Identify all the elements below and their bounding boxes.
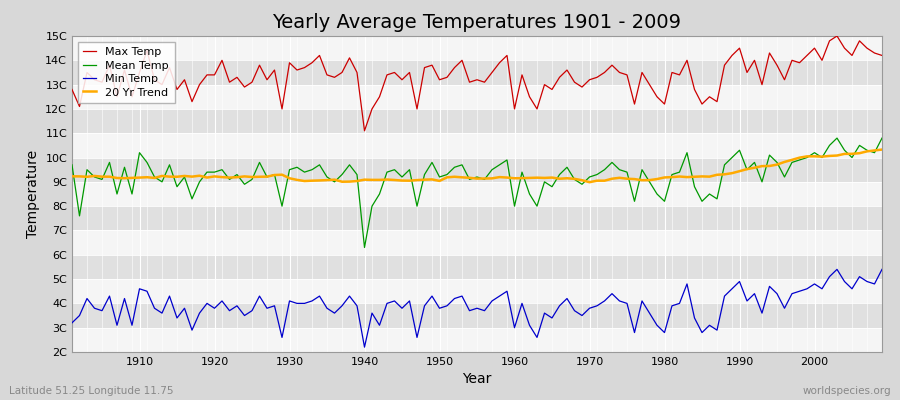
Mean Temp [877,136,887,140]
Min Temp [127,323,138,328]
20 Yr Trend [607,176,617,181]
Mean Temp [517,170,527,174]
Text: Latitude 51.25 Longitude 11.75: Latitude 51.25 Longitude 11.75 [9,386,174,396]
Min Temp [832,267,842,272]
Bar [72,328,882,352]
Mean Temp [127,192,138,196]
20 Yr Trend [127,176,138,180]
Bar [72,255,882,279]
Bar [72,303,882,328]
Max Temp [517,72,527,77]
Mean Temp [607,160,617,165]
Max Temp [337,70,347,75]
20 Yr Trend [501,175,512,180]
Bar [72,206,882,230]
Min Temp [337,304,347,308]
Title: Yearly Average Temperatures 1901 - 2009: Yearly Average Temperatures 1901 - 2009 [273,13,681,32]
Min Temp [517,301,527,306]
Min Temp [877,267,887,272]
20 Yr Trend [877,147,887,152]
Y-axis label: Temperature: Temperature [26,150,40,238]
Bar [72,133,882,158]
Max Temp [509,106,520,111]
Min Temp [359,345,370,350]
20 Yr Trend [509,176,520,181]
Legend: Max Temp, Mean Temp, Min Temp, 20 Yr Trend: Max Temp, Mean Temp, Min Temp, 20 Yr Tre… [77,42,175,103]
Bar [72,182,882,206]
Min Temp [509,325,520,330]
Max Temp [127,94,138,99]
Min Temp [67,320,77,325]
Line: Min Temp: Min Temp [72,269,882,347]
20 Yr Trend [337,179,347,184]
Bar [72,230,882,255]
Line: Mean Temp: Mean Temp [72,138,882,248]
Mean Temp [359,245,370,250]
Bar [72,158,882,182]
Bar [72,279,882,303]
Min Temp [292,301,302,306]
Bar [72,109,882,133]
Min Temp [607,291,617,296]
Mean Temp [509,204,520,208]
Max Temp [292,68,302,72]
Mean Temp [67,162,77,167]
20 Yr Trend [67,174,77,179]
Mean Temp [832,136,842,140]
Max Temp [607,63,617,68]
Line: Max Temp: Max Temp [72,36,882,131]
Text: worldspecies.org: worldspecies.org [803,386,891,396]
Mean Temp [292,165,302,170]
Bar [72,85,882,109]
Max Temp [359,128,370,133]
X-axis label: Year: Year [463,372,491,386]
20 Yr Trend [292,178,302,182]
Bar [72,36,882,60]
Max Temp [832,34,842,38]
20 Yr Trend [584,180,595,184]
Line: 20 Yr Trend: 20 Yr Trend [72,150,882,182]
Mean Temp [337,172,347,177]
Bar [72,60,882,85]
Max Temp [877,53,887,58]
Max Temp [67,87,77,92]
